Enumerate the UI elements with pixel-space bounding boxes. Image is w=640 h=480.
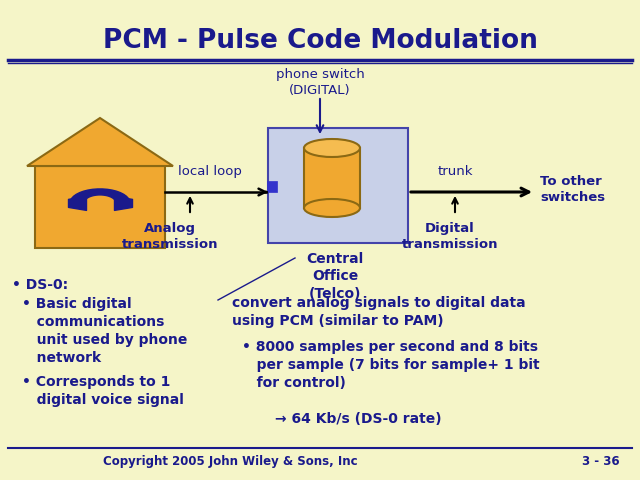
Text: PCM - Pulse Code Modulation: PCM - Pulse Code Modulation [102, 28, 538, 54]
Text: Central
Office
(Telco): Central Office (Telco) [307, 252, 364, 300]
Text: phone switch
(DIGITAL): phone switch (DIGITAL) [276, 68, 364, 97]
Text: Copyright 2005 John Wiley & Sons, Inc: Copyright 2005 John Wiley & Sons, Inc [102, 455, 357, 468]
Bar [267, 181, 277, 192]
Text: • 8000 samples per second and 8 bits
   per sample (7 bits for sample+ 1 bit
   : • 8000 samples per second and 8 bits per… [242, 340, 540, 390]
Ellipse shape [304, 139, 360, 157]
Bar [268, 128, 408, 243]
Text: Analog
transmission: Analog transmission [122, 222, 218, 251]
Text: • DS-0:: • DS-0: [12, 278, 68, 292]
Bar [35, 166, 165, 248]
Text: • Basic digital
   communications
   unit used by phone
   network: • Basic digital communications unit used… [22, 297, 188, 364]
Text: 3 - 36: 3 - 36 [582, 455, 620, 468]
Text: convert analog signals to digital data
using PCM (similar to PAM): convert analog signals to digital data u… [232, 296, 525, 328]
Text: • Corresponds to 1
   digital voice signal: • Corresponds to 1 digital voice signal [22, 375, 184, 407]
Text: Digital
transmission: Digital transmission [402, 222, 499, 251]
Text: → 64 Kb/s (DS-0 rate): → 64 Kb/s (DS-0 rate) [275, 412, 442, 426]
Polygon shape [70, 189, 130, 203]
Ellipse shape [304, 199, 360, 217]
Text: local loop: local loop [178, 165, 242, 178]
Bar [304, 148, 360, 208]
Text: trunk: trunk [437, 165, 473, 178]
Text: To other
switches: To other switches [540, 175, 605, 204]
Polygon shape [27, 118, 173, 166]
